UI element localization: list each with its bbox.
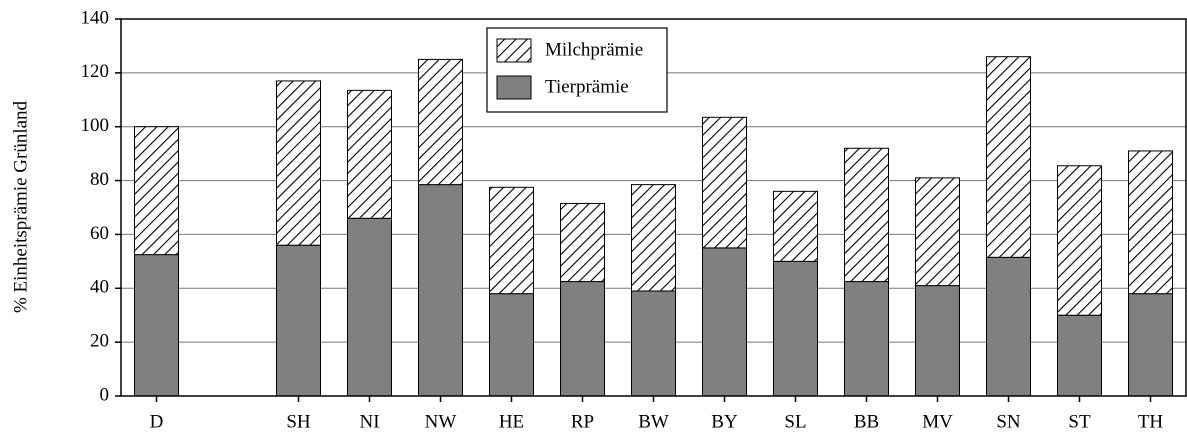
legend-swatch <box>496 38 532 63</box>
bar-segment <box>347 89 392 219</box>
legend-swatch <box>496 75 532 100</box>
x-tick-label: SH <box>286 411 311 432</box>
y-tick-label: 60 <box>90 223 109 244</box>
bar-segment <box>418 58 463 186</box>
x-tick-label: ST <box>1068 411 1091 432</box>
x-tick-label: TH <box>1138 411 1164 432</box>
bar-segment <box>347 217 392 397</box>
bar-segment <box>631 184 676 292</box>
bar-segment <box>134 126 179 256</box>
bar-segment <box>702 116 747 249</box>
bar-segment <box>986 56 1031 258</box>
legend-label: Milchprämie <box>545 39 643 60</box>
x-tick-label: BY <box>711 411 738 432</box>
x-tick-label: HE <box>499 411 524 432</box>
y-tick-label: 100 <box>81 115 110 136</box>
bar-segment <box>1057 165 1102 316</box>
x-tick-label: RP <box>571 411 594 432</box>
legend-label: Tierprämie <box>545 76 629 97</box>
bar-segment <box>489 293 534 397</box>
bar-segment <box>773 190 818 262</box>
bar-segment <box>560 281 605 397</box>
bar-segment <box>418 184 463 397</box>
bar-segment <box>1057 314 1102 397</box>
y-tick-label: 20 <box>90 331 109 352</box>
x-tick-label: BB <box>854 411 879 432</box>
x-tick-label: BW <box>638 411 669 432</box>
y-tick-label: 140 <box>81 7 110 28</box>
x-tick-label: D <box>150 411 164 432</box>
y-axis-label: % Einheitsprämie Grünland <box>10 100 31 313</box>
x-tick-label: NI <box>359 411 379 432</box>
bar-segment <box>915 177 960 287</box>
bar-segment <box>489 186 534 295</box>
x-tick-label: NW <box>425 411 457 432</box>
bar-segment <box>773 260 818 397</box>
bar-segment <box>276 244 321 397</box>
bar-segment <box>134 254 179 397</box>
y-tick-label: 80 <box>90 169 109 190</box>
x-tick-label: SL <box>784 411 806 432</box>
plot-frame <box>120 18 1187 397</box>
bar-segment <box>560 202 605 283</box>
bar-segment <box>915 285 960 397</box>
y-tick-label: 120 <box>81 61 110 82</box>
y-tick-label: 0 <box>100 384 110 405</box>
legend: Milchprämie Tierprämie <box>486 27 668 113</box>
bar-segment <box>702 247 747 397</box>
bar-segment <box>1128 293 1173 397</box>
x-tick-label: SN <box>996 411 1021 432</box>
bar-segment <box>844 281 889 397</box>
bar-segment <box>631 290 676 397</box>
bar-segment <box>844 147 889 283</box>
y-tick-label: 40 <box>90 277 109 298</box>
bar-segment <box>1128 150 1173 295</box>
bar-segment <box>986 256 1031 397</box>
x-tick-label: MV <box>922 411 953 432</box>
bar-segment <box>276 80 321 246</box>
